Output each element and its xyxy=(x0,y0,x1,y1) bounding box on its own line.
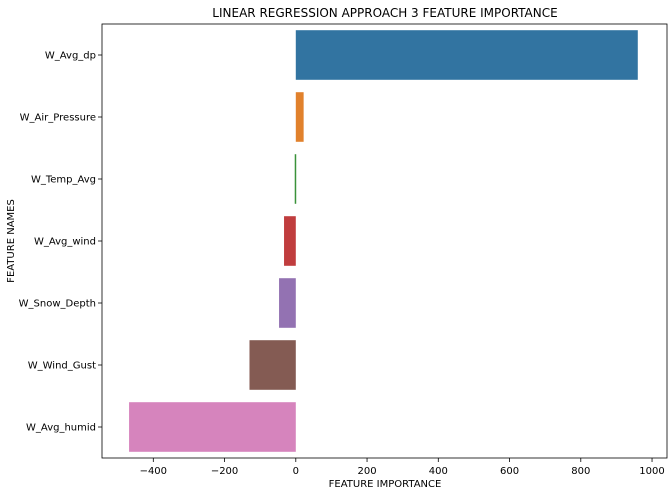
chart-title: LINEAR REGRESSION APPROACH 3 FEATURE IMP… xyxy=(212,6,557,20)
x-tick-label: 400 xyxy=(429,466,448,477)
y-tick-label: W_Avg_dp xyxy=(45,51,96,62)
x-tick-label: −200 xyxy=(211,466,238,477)
y-ticks-group: W_Avg_dp W_Air_Pressure W_Temp_Avg W_Avg_wi… xyxy=(19,51,102,434)
bars-group xyxy=(129,30,638,452)
bar-w-wind-gust xyxy=(249,340,296,390)
y-tick-label: W_Temp_Avg xyxy=(31,175,96,186)
y-tick-label: W_Snow_Depth xyxy=(19,299,96,310)
bar-w-air-pressure xyxy=(295,92,304,142)
y-tick-label: W_Wind_Gust xyxy=(28,361,96,372)
y-axis-label: FEATURE NAMES xyxy=(6,199,17,283)
plot-frame xyxy=(101,23,668,459)
x-tick-label: 1000 xyxy=(639,466,664,477)
x-tick-label: −400 xyxy=(140,466,167,477)
x-tick-label: 800 xyxy=(571,466,590,477)
bar-w-avg-humid xyxy=(129,402,296,452)
x-tick-label: 600 xyxy=(500,466,519,477)
bar-w-avg-wind xyxy=(284,216,296,266)
y-tick-label: W_Air_Pressure xyxy=(20,113,96,124)
bar-w-temp-avg xyxy=(294,154,297,204)
bar-w-avg-dp xyxy=(295,30,638,80)
bar-w-snow-depth xyxy=(279,278,296,328)
y-tick-label: W_Avg_humid xyxy=(26,423,96,434)
x-tick-label: 0 xyxy=(293,466,299,477)
y-tick-label: W_Avg_wind xyxy=(34,237,96,248)
x-tick-label: 200 xyxy=(357,466,376,477)
x-ticks-group: −400 −200 0 200 400 600 800 1000 xyxy=(140,458,665,477)
x-axis-label: FEATURE IMPORTANCE xyxy=(329,479,442,490)
